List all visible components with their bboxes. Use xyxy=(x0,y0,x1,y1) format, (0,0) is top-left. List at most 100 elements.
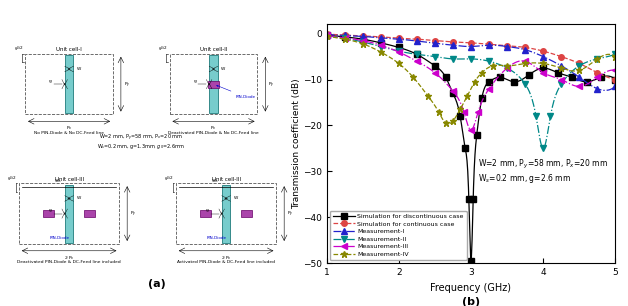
Simulation for discontinuous case xyxy=(417,55,425,58)
Bar xyxy=(241,210,252,217)
Measurement-III xyxy=(506,65,513,68)
Measurement-II xyxy=(417,53,425,57)
Simulation for discontinuous case xyxy=(533,68,541,72)
Text: Unit cell-III: Unit cell-III xyxy=(55,177,84,182)
Bar xyxy=(176,183,276,244)
Measurement-IV xyxy=(357,41,365,45)
Bar xyxy=(25,54,113,114)
Measurement-III xyxy=(357,39,365,42)
Simulation for continuous case xyxy=(323,32,330,36)
Measurement-IV xyxy=(445,122,452,126)
Measurement-III xyxy=(437,76,445,80)
Measurement-I xyxy=(357,35,365,38)
Text: Unit cell-I: Unit cell-I xyxy=(56,47,82,52)
Bar xyxy=(19,183,119,244)
Bar xyxy=(84,210,95,217)
Bar xyxy=(43,210,55,217)
Y-axis label: Transmission coefficient (dB): Transmission coefficient (dB) xyxy=(292,79,301,209)
Line: Measurement-III: Measurement-III xyxy=(327,35,615,130)
Text: Unit cell-II: Unit cell-II xyxy=(200,47,227,52)
X-axis label: Frequency (GHz): Frequency (GHz) xyxy=(431,282,511,293)
Text: g: g xyxy=(49,208,52,212)
Text: Unit cell-III: Unit cell-III xyxy=(212,177,241,182)
Text: $g_0$/2: $g_0$/2 xyxy=(158,44,168,52)
Text: 2·P$_x$: 2·P$_x$ xyxy=(63,254,75,262)
Simulation for continuous case xyxy=(437,39,445,43)
Measurement-III xyxy=(612,69,619,72)
Text: Activated PIN-Diode & DC-Feed line included: Activated PIN-Diode & DC-Feed line inclu… xyxy=(177,260,275,264)
Text: W=2 mm, P$_y$=58 mm, P$_x$=20 mm: W=2 mm, P$_y$=58 mm, P$_x$=20 mm xyxy=(99,133,183,143)
Simulation for discontinuous case xyxy=(468,256,475,260)
Text: 2·P$_x$: 2·P$_x$ xyxy=(220,254,232,262)
Measurement-IV xyxy=(533,61,541,65)
Text: (a): (a) xyxy=(148,279,166,289)
Text: Deactivated PIN-Diode & DC-Feed line included: Deactivated PIN-Diode & DC-Feed line inc… xyxy=(17,260,121,264)
Text: W: W xyxy=(221,67,225,71)
Measurement-I xyxy=(504,45,512,48)
Legend: Simulation for discontinuous case, Simulation for continuous case, Measurement-I: Simulation for discontinuous case, Simul… xyxy=(330,211,467,260)
Measurement-IV xyxy=(612,55,619,58)
Measurement-I xyxy=(612,84,619,88)
Text: P$_y$: P$_y$ xyxy=(131,209,137,218)
Measurement-II xyxy=(612,52,619,56)
Simulation for discontinuous case xyxy=(437,69,445,73)
Text: PIN-Diode: PIN-Diode xyxy=(50,236,70,240)
Simulation for continuous case xyxy=(612,78,619,81)
Text: $g_0$/2: $g_0$/2 xyxy=(8,174,18,182)
Line: Measurement-I: Measurement-I xyxy=(327,35,615,90)
Measurement-II xyxy=(531,110,539,113)
Simulation for discontinuous case xyxy=(506,79,513,82)
Text: W=2 mm, P$_y$=58 mm, P$_x$=20 mm
W$_s$=0.2 mm, g=2.6 mm: W=2 mm, P$_y$=58 mm, P$_x$=20 mm W$_s$=0… xyxy=(479,158,609,185)
Text: W$_s$: W$_s$ xyxy=(211,177,219,185)
Measurement-II xyxy=(323,34,330,38)
Measurement-IV xyxy=(532,61,539,65)
Text: Deactivated PIN-Diode & No DC-Feed line: Deactivated PIN-Diode & No DC-Feed line xyxy=(168,131,259,135)
Text: g: g xyxy=(49,79,52,83)
Measurement-I xyxy=(531,51,539,55)
Measurement-II xyxy=(437,56,445,59)
Text: P$_x$: P$_x$ xyxy=(66,125,72,132)
Text: W: W xyxy=(77,196,81,200)
Text: $g_0$/2: $g_0$/2 xyxy=(165,174,175,182)
Bar xyxy=(200,210,212,217)
Bar xyxy=(170,54,257,114)
Text: W$_s$=0.2 mm, g=1.3mm, $g_0$=2.6mm: W$_s$=0.2 mm, g=1.3mm, $g_0$=2.6mm xyxy=(97,142,185,151)
Simulation for discontinuous case xyxy=(532,69,539,72)
Text: W: W xyxy=(77,67,81,71)
Line: Simulation for discontinuous case: Simulation for discontinuous case xyxy=(327,35,615,258)
Measurement-III xyxy=(533,67,541,70)
Line: Simulation for continuous case: Simulation for continuous case xyxy=(327,34,615,80)
Bar xyxy=(209,55,218,113)
Line: Measurement-IV: Measurement-IV xyxy=(327,36,615,124)
Text: $g_0$/2: $g_0$/2 xyxy=(14,44,24,52)
Measurement-I xyxy=(323,33,330,36)
Text: No PIN-Diode & No DC-Feed line: No PIN-Diode & No DC-Feed line xyxy=(34,131,104,135)
Measurement-I xyxy=(417,40,425,43)
Measurement-I xyxy=(602,88,609,92)
Simulation for continuous case xyxy=(504,44,512,47)
Text: g: g xyxy=(193,79,197,83)
Text: W$_s$: W$_s$ xyxy=(54,177,62,185)
Text: W: W xyxy=(234,196,238,200)
Text: P$_y$: P$_y$ xyxy=(269,80,275,89)
Text: (b): (b) xyxy=(462,297,480,306)
Measurement-II xyxy=(533,118,540,121)
Measurement-II xyxy=(357,40,365,43)
Measurement-I xyxy=(533,52,540,55)
Text: g: g xyxy=(206,208,209,212)
Measurement-IV xyxy=(437,114,445,118)
Text: PIN-Diode: PIN-Diode xyxy=(207,236,227,240)
Simulation for continuous case xyxy=(533,48,540,51)
Measurement-III xyxy=(417,62,425,65)
Measurement-IV xyxy=(323,34,330,38)
Measurement-II xyxy=(504,67,512,71)
Text: P$_y$: P$_y$ xyxy=(288,209,294,218)
Measurement-IV xyxy=(417,84,425,88)
Measurement-III xyxy=(323,34,330,37)
Text: P$_x$: P$_x$ xyxy=(210,125,217,132)
Measurement-II xyxy=(539,147,547,150)
Measurement-III xyxy=(468,128,475,132)
Simulation for discontinuous case xyxy=(357,37,365,41)
Text: PIN-Diode: PIN-Diode xyxy=(217,85,256,99)
Simulation for continuous case xyxy=(357,34,365,38)
